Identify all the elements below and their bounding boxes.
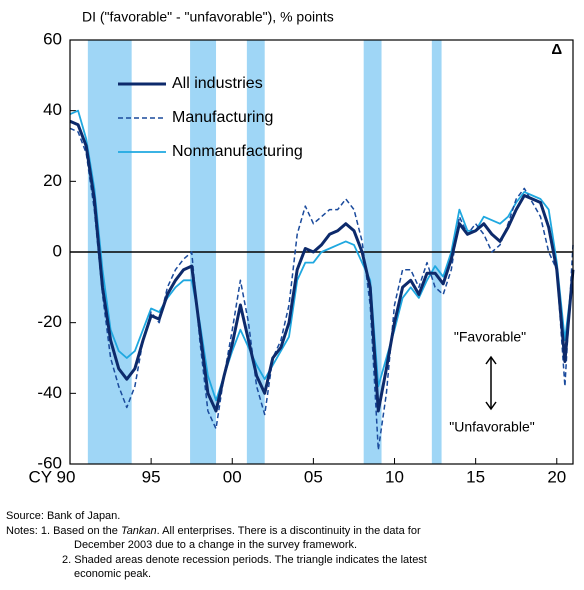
note: Notes: 1. Based on the Tankan. All enter…	[6, 525, 421, 537]
legend-label: Manufacturing	[172, 109, 273, 126]
y-tick-label: -40	[37, 383, 62, 402]
y-tick-label: 0	[53, 241, 62, 260]
x-tick-label: 15	[466, 467, 485, 486]
y-tick-label: 40	[43, 100, 62, 119]
annotation: "Unfavorable"	[449, 419, 534, 435]
annotation: "Favorable"	[454, 329, 526, 345]
note: December 2003 due to a change in the sur…	[74, 539, 357, 551]
x-tick-label: CY 90	[29, 467, 76, 486]
peak-marker: Δ	[551, 41, 562, 58]
x-tick-label: 20	[547, 467, 566, 486]
x-tick-label: 95	[142, 467, 161, 486]
arrow	[485, 355, 497, 411]
note: 2. Shaded areas denote recession periods…	[62, 554, 427, 566]
legend-label: Nonmanufacturing	[172, 143, 303, 160]
x-tick-label: 00	[223, 467, 242, 486]
y-tick-label: -60	[37, 453, 62, 472]
source: Source: Bank of Japan.	[6, 510, 120, 522]
x-tick-label: 05	[304, 467, 323, 486]
x-tick-label: 10	[385, 467, 404, 486]
series-line	[69, 119, 575, 413]
note: economic peak.	[74, 568, 151, 580]
chart-title: DI ("favorable" - "unfavorable"), % poin…	[82, 9, 334, 25]
plot-frame	[69, 39, 574, 465]
y-tick-label: -20	[37, 312, 62, 331]
series-line	[69, 127, 574, 451]
series-line	[69, 109, 574, 402]
y-tick-label: 60	[43, 29, 62, 48]
legend-label: All industries	[172, 75, 263, 92]
y-tick-label: 20	[43, 171, 62, 190]
